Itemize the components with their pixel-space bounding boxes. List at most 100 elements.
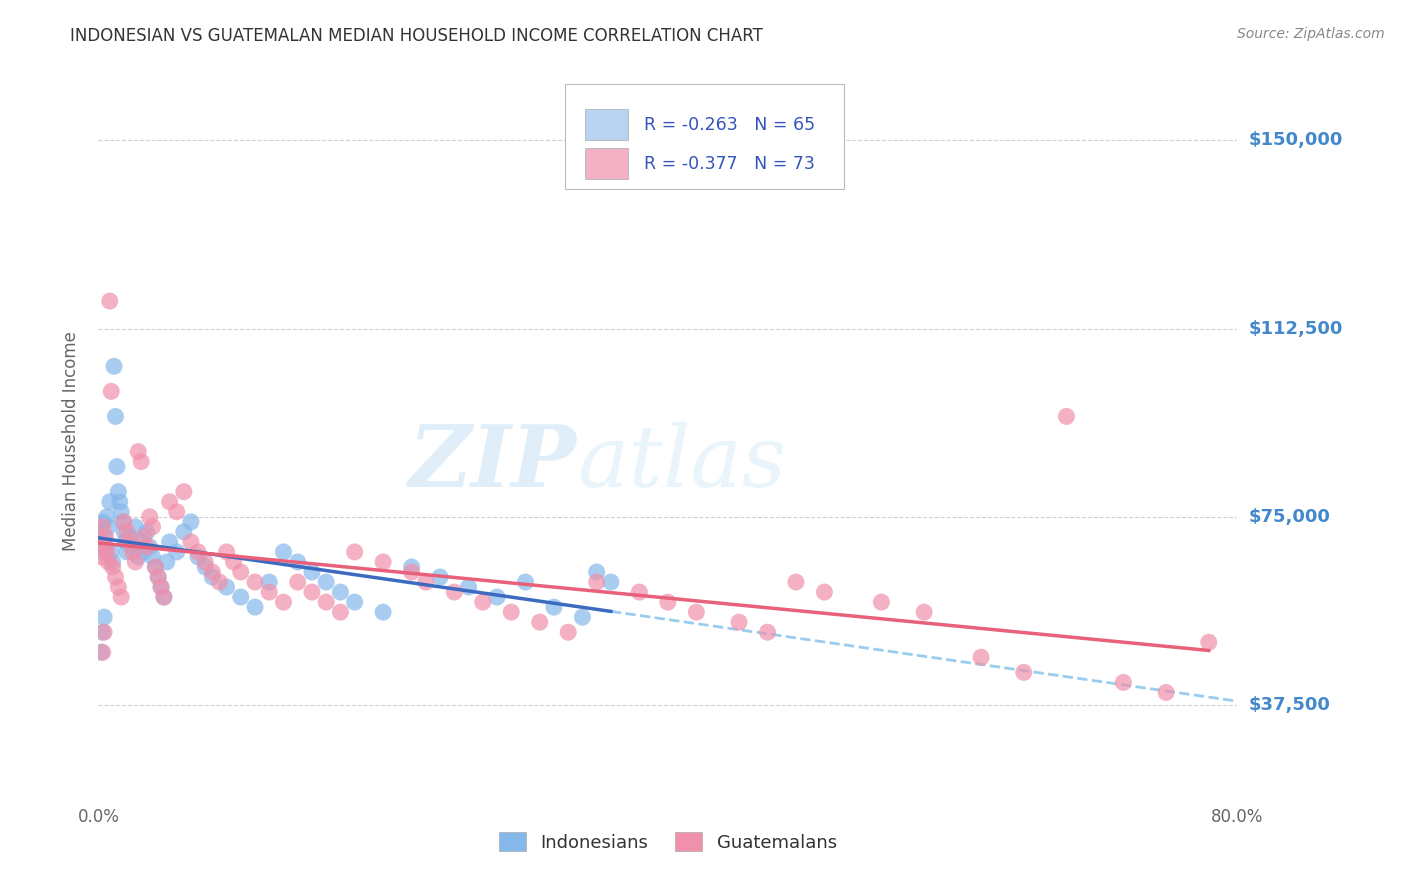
Point	[89, 524, 111, 539]
Point	[100, 545, 122, 559]
Point	[107, 580, 129, 594]
Point	[187, 545, 209, 559]
Point	[515, 574, 537, 589]
Point	[121, 545, 143, 559]
Point	[728, 615, 751, 630]
Point	[685, 605, 707, 619]
FancyBboxPatch shape	[585, 148, 628, 178]
Point	[145, 560, 167, 574]
Point	[135, 540, 157, 554]
Point	[124, 555, 146, 569]
Point	[127, 444, 149, 458]
Point	[129, 534, 152, 549]
Point	[111, 515, 134, 529]
Point	[457, 580, 479, 594]
Point	[273, 545, 295, 559]
Point	[194, 560, 217, 574]
Point	[93, 610, 115, 624]
Point	[415, 574, 437, 589]
Point	[287, 574, 309, 589]
Point	[443, 585, 465, 599]
Text: $150,000: $150,000	[1249, 131, 1343, 150]
Point	[215, 545, 238, 559]
Point	[91, 520, 114, 534]
Text: $75,000: $75,000	[1249, 508, 1330, 525]
Point	[970, 650, 993, 665]
Point	[600, 574, 623, 589]
Point	[121, 540, 143, 554]
Point	[90, 645, 112, 659]
Point	[94, 540, 117, 554]
Point	[97, 520, 120, 534]
Point	[373, 555, 395, 569]
Point	[101, 560, 124, 574]
Point	[201, 570, 224, 584]
Point	[90, 549, 112, 564]
Y-axis label: Median Household Income: Median Household Income	[62, 332, 80, 551]
Point	[159, 534, 181, 549]
Point	[112, 524, 135, 539]
Point	[329, 605, 352, 619]
Point	[153, 590, 176, 604]
Point	[571, 610, 593, 624]
Point	[401, 565, 423, 579]
Point	[156, 555, 179, 569]
Point	[110, 590, 132, 604]
Point	[93, 625, 115, 640]
Point	[108, 494, 131, 508]
Point	[166, 505, 188, 519]
Point	[96, 509, 118, 524]
Point	[150, 580, 173, 594]
Point	[101, 555, 124, 569]
Point	[132, 545, 155, 559]
Point	[98, 494, 121, 508]
Point	[97, 555, 120, 569]
Point	[243, 600, 266, 615]
Point	[91, 625, 114, 640]
Text: R = -0.377   N = 73: R = -0.377 N = 73	[644, 154, 815, 172]
Point	[273, 595, 295, 609]
Point	[105, 459, 128, 474]
Point	[159, 494, 181, 508]
Point	[104, 409, 127, 424]
Point	[150, 580, 173, 594]
Point	[301, 565, 323, 579]
Point	[145, 560, 167, 574]
Point	[91, 645, 114, 659]
Point	[127, 549, 149, 564]
Point	[1154, 685, 1177, 699]
Point	[201, 565, 224, 579]
Point	[373, 605, 395, 619]
Point	[135, 524, 157, 539]
Point	[585, 565, 607, 579]
FancyBboxPatch shape	[585, 110, 628, 140]
Text: $112,500: $112,500	[1249, 319, 1343, 338]
Point	[628, 585, 651, 599]
Point	[429, 570, 451, 584]
Text: ZIP: ZIP	[409, 421, 576, 505]
Point	[343, 545, 366, 559]
Point	[222, 555, 245, 569]
Point	[1012, 665, 1035, 680]
Point	[287, 555, 309, 569]
Point	[208, 574, 231, 589]
Point	[180, 534, 202, 549]
Point	[90, 545, 112, 559]
Point	[180, 515, 202, 529]
Point	[129, 454, 152, 468]
Point	[103, 359, 125, 374]
Point	[315, 595, 337, 609]
Point	[94, 530, 117, 544]
Point	[98, 293, 121, 308]
Point	[1198, 635, 1220, 649]
Point	[118, 534, 141, 549]
Point	[585, 574, 607, 589]
Point	[124, 520, 146, 534]
Point	[148, 570, 170, 584]
Point	[471, 595, 494, 609]
Point	[187, 549, 209, 564]
Point	[91, 515, 114, 529]
Point	[153, 590, 176, 604]
Point	[89, 534, 111, 549]
Point	[118, 530, 141, 544]
